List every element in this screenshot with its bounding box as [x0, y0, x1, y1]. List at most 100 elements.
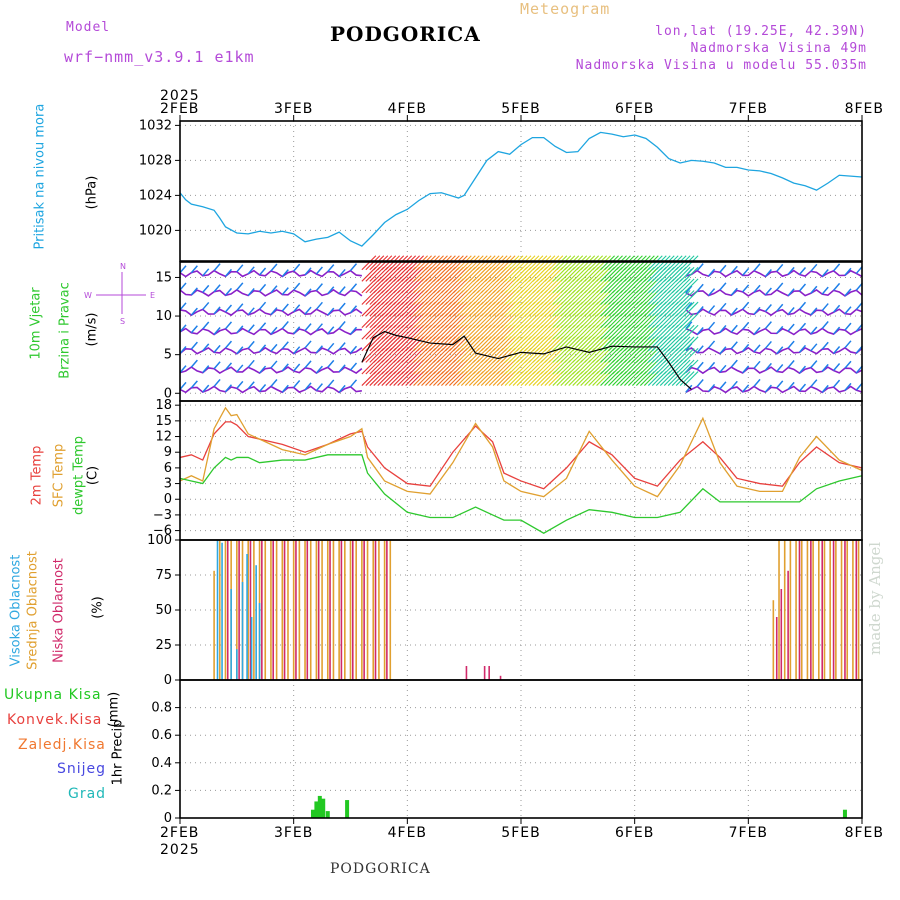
wind-barb	[552, 359, 568, 375]
wind-barb	[679, 324, 695, 340]
wind-barb	[540, 359, 556, 375]
wind-barb	[484, 371, 500, 386]
wind-barb	[624, 278, 639, 294]
wind-barb	[449, 301, 464, 317]
wind-barb	[397, 359, 413, 375]
wind-barb	[580, 324, 596, 340]
wind-barb	[476, 336, 492, 352]
wind-barb	[385, 324, 401, 340]
x-tick-label-bottom: 7FEB	[729, 825, 768, 841]
wind-barb	[315, 283, 323, 292]
wind-barb	[584, 324, 600, 340]
wind-barb	[500, 324, 516, 340]
wind-barb	[492, 324, 508, 340]
wind-barb	[696, 283, 704, 292]
wind-barb	[389, 371, 405, 386]
wind-barb	[281, 321, 289, 330]
wind-barb	[476, 359, 492, 375]
wind-barb	[624, 324, 639, 340]
wind-barb	[496, 313, 512, 329]
wind-barb	[556, 301, 572, 317]
wind-barb	[643, 290, 659, 305]
wind-barb	[247, 324, 255, 333]
wind-barb	[449, 347, 464, 363]
wind-barb	[524, 324, 540, 340]
wind-barb	[604, 266, 619, 282]
wind-barb	[373, 278, 389, 294]
wind-barb	[377, 359, 393, 375]
wind-barb	[504, 324, 520, 340]
wind-barb	[397, 313, 413, 329]
wind-barb	[464, 347, 480, 363]
wind-barb	[349, 305, 358, 314]
wind-barb	[833, 263, 841, 272]
wind-barb	[421, 313, 436, 329]
wind-barb	[472, 301, 488, 317]
wind-barb	[484, 278, 500, 294]
wind-barb	[480, 290, 496, 305]
wind-barb	[524, 359, 540, 375]
wind-barb	[361, 347, 377, 363]
wind-barb	[639, 336, 655, 352]
wind-barb	[425, 313, 440, 329]
wind-barb	[472, 336, 488, 352]
wind-barb	[516, 324, 532, 340]
wind-barb	[548, 290, 564, 305]
wind-barb	[484, 290, 500, 305]
wind-barb	[409, 336, 424, 352]
wind-barb	[421, 290, 436, 305]
wind-barb	[338, 364, 346, 373]
wind-barb	[236, 380, 244, 389]
wind-barb	[456, 336, 472, 352]
wind-barb	[293, 346, 301, 355]
wind-barb	[667, 266, 683, 282]
wind-barb	[635, 266, 651, 282]
meteogram-label: Meteogram	[520, 0, 611, 18]
wind-barb	[327, 264, 335, 273]
wind-barb	[437, 266, 452, 282]
wind-barb	[472, 371, 488, 386]
wind-barb	[560, 266, 576, 282]
wind-barb	[236, 264, 244, 273]
wind-barb	[671, 266, 687, 282]
wind-barb	[293, 304, 301, 313]
precip-bar	[317, 795, 322, 818]
wind-barb	[417, 278, 432, 294]
wind-barb	[647, 359, 663, 375]
wind-barb	[844, 360, 852, 369]
wind-barb	[548, 336, 564, 352]
wind-barb	[401, 278, 417, 294]
wind-barb	[584, 290, 600, 305]
wind-barb	[821, 363, 829, 372]
lonlat-label: lon,lat (19.25E, 42.39N)	[655, 24, 867, 39]
y-tick-label: 5	[164, 348, 172, 363]
wind-barb	[719, 282, 727, 291]
wind-barb	[472, 290, 488, 305]
elevation-label: Nadmorska Visina 49m	[690, 41, 867, 56]
wind-barb	[659, 301, 675, 317]
wind-barb	[488, 266, 504, 282]
wind-barb	[460, 313, 476, 329]
wind-barb	[224, 340, 233, 349]
wind-barb	[600, 266, 615, 282]
wind-barb	[413, 313, 428, 329]
wind-barb	[236, 282, 244, 291]
x-tick-label-bottom: 4FEB	[388, 825, 427, 841]
wind-barb	[810, 263, 818, 272]
wind-barb	[213, 306, 221, 315]
wind-barb	[456, 313, 472, 329]
wind-barb	[580, 336, 596, 352]
wind-barb	[504, 359, 520, 375]
wind-barb	[560, 301, 576, 317]
wind-barb	[798, 365, 807, 374]
wind-barb	[544, 324, 560, 340]
wind-barb	[696, 361, 704, 370]
wind-barb	[821, 321, 829, 329]
wind-barb	[327, 359, 335, 368]
wind-barb	[624, 359, 639, 375]
wind-barb	[405, 336, 421, 352]
wind-barb	[604, 313, 619, 329]
wind-barb	[456, 359, 472, 375]
wind-barb	[787, 323, 795, 332]
wind-barb	[476, 324, 492, 340]
